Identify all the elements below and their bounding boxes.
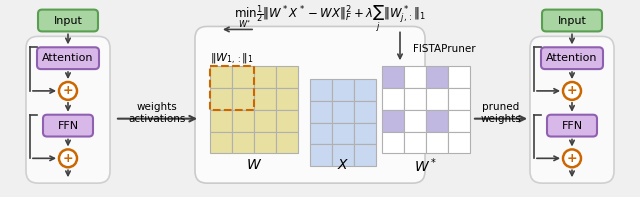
- Bar: [448, 132, 470, 153]
- Text: Input: Input: [54, 16, 83, 25]
- Bar: [448, 88, 470, 110]
- Text: +: +: [566, 152, 577, 165]
- Bar: [254, 110, 276, 132]
- Text: $X$: $X$: [337, 158, 349, 172]
- Text: +: +: [566, 84, 577, 97]
- Bar: [310, 123, 332, 144]
- Bar: [276, 88, 298, 110]
- Bar: [448, 66, 470, 88]
- FancyBboxPatch shape: [26, 36, 110, 183]
- Bar: [354, 101, 376, 123]
- Circle shape: [563, 149, 581, 167]
- Bar: [354, 144, 376, 166]
- Text: pruned
weights: pruned weights: [481, 102, 522, 124]
- Bar: [426, 66, 448, 88]
- Bar: [354, 79, 376, 101]
- Bar: [232, 88, 254, 110]
- Bar: [354, 123, 376, 144]
- Circle shape: [59, 82, 77, 100]
- Text: Attention: Attention: [42, 53, 93, 63]
- Text: $W^*$: $W^*$: [415, 156, 438, 175]
- Bar: [254, 88, 276, 110]
- Bar: [276, 132, 298, 153]
- Bar: [332, 123, 354, 144]
- FancyBboxPatch shape: [547, 115, 597, 137]
- Bar: [382, 88, 404, 110]
- Text: $\|W_{1,:}\|_1$: $\|W_{1,:}\|_1$: [211, 52, 253, 66]
- Circle shape: [563, 82, 581, 100]
- Bar: [382, 66, 404, 88]
- Circle shape: [59, 149, 77, 167]
- Bar: [210, 132, 232, 153]
- Text: FFN: FFN: [561, 121, 582, 131]
- Bar: [210, 66, 232, 88]
- Text: FISTAPruner: FISTAPruner: [413, 44, 476, 54]
- Bar: [254, 132, 276, 153]
- Bar: [332, 144, 354, 166]
- Bar: [276, 110, 298, 132]
- FancyBboxPatch shape: [37, 47, 99, 69]
- Bar: [382, 132, 404, 153]
- Bar: [232, 66, 254, 88]
- Bar: [404, 66, 426, 88]
- Bar: [382, 110, 404, 132]
- Bar: [332, 79, 354, 101]
- FancyBboxPatch shape: [541, 47, 603, 69]
- FancyBboxPatch shape: [542, 10, 602, 31]
- Bar: [426, 132, 448, 153]
- Text: Attention: Attention: [547, 53, 598, 63]
- FancyBboxPatch shape: [195, 26, 425, 183]
- Bar: [210, 66, 254, 110]
- Bar: [310, 79, 332, 101]
- Text: +: +: [63, 84, 74, 97]
- Bar: [210, 110, 232, 132]
- Bar: [276, 66, 298, 88]
- FancyBboxPatch shape: [43, 115, 93, 137]
- Text: FFN: FFN: [58, 121, 79, 131]
- Bar: [232, 110, 254, 132]
- Bar: [254, 66, 276, 88]
- Bar: [310, 101, 332, 123]
- Text: $W$: $W$: [246, 158, 262, 172]
- Bar: [404, 110, 426, 132]
- Text: Input: Input: [557, 16, 586, 25]
- Bar: [448, 110, 470, 132]
- Bar: [210, 88, 232, 110]
- Bar: [426, 88, 448, 110]
- Text: $\min_{W^*} \frac{1}{2}\|W^* X^* - WX\|_F^2 + \lambda \sum_j \|W^*_{j,:}\|_1$: $\min_{W^*} \frac{1}{2}\|W^* X^* - WX\|_…: [234, 4, 426, 35]
- Bar: [404, 88, 426, 110]
- Bar: [404, 132, 426, 153]
- FancyBboxPatch shape: [530, 36, 614, 183]
- FancyBboxPatch shape: [38, 10, 98, 31]
- Bar: [426, 110, 448, 132]
- Bar: [332, 101, 354, 123]
- Text: weights
activations: weights activations: [128, 102, 186, 124]
- Bar: [232, 132, 254, 153]
- Bar: [310, 144, 332, 166]
- Text: +: +: [63, 152, 74, 165]
